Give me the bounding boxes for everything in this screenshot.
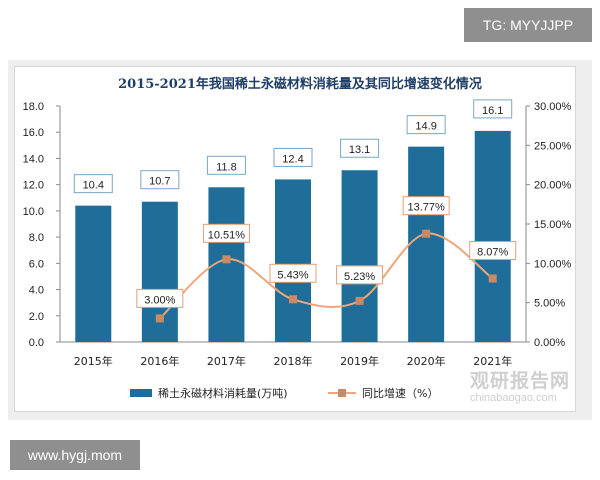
bar xyxy=(75,205,112,342)
line-point xyxy=(422,229,431,238)
y-right-tick-label: 15.00% xyxy=(534,219,572,231)
y-left-tick-label: 16.0 xyxy=(23,127,44,139)
y-left-tick-label: 4.0 xyxy=(29,285,44,297)
watermark-bottom: www.hygj.mom xyxy=(10,440,140,470)
legend-line-label: 同比增速（%） xyxy=(362,386,438,400)
bar-label-box xyxy=(340,138,380,158)
bar-data-label: 16.1 xyxy=(482,105,503,117)
y-left-tick-label: 14.0 xyxy=(23,153,44,165)
bar-label-box xyxy=(206,155,246,175)
line-data-label: 10.51% xyxy=(208,229,246,241)
legend-bar-label: 稀土永磁材料消耗量(万吨) xyxy=(158,386,288,400)
bar xyxy=(341,170,378,342)
line-label-box xyxy=(402,196,450,216)
x-tick-label: 2021年 xyxy=(473,354,512,368)
line-data-label: 13.77% xyxy=(407,202,445,214)
line-data-label: 3.00% xyxy=(144,294,175,306)
line-label-box xyxy=(336,265,384,285)
y-left-tick-label: 8.0 xyxy=(29,232,44,244)
bar-data-label: 10.4 xyxy=(83,180,104,192)
legend-line-marker xyxy=(338,389,346,397)
bar xyxy=(275,179,311,342)
y-left-tick-label: 18.0 xyxy=(23,101,44,113)
bar-data-label: 10.7 xyxy=(149,176,170,188)
y-right-tick-label: 30.00% xyxy=(534,101,572,113)
y-left-tick-label: 10.0 xyxy=(23,206,44,218)
line-data-label: 5.23% xyxy=(344,271,375,283)
bar-data-label: 13.1 xyxy=(349,144,370,156)
line-data-label: 5.43% xyxy=(277,269,308,281)
x-tick-label: 2015年 xyxy=(74,354,113,368)
line-point xyxy=(155,314,164,323)
line-point xyxy=(222,255,231,264)
growth-line xyxy=(159,232,494,320)
line-point xyxy=(488,274,497,283)
y-left-tick-label: 6.0 xyxy=(29,258,44,270)
y-left-tick-label: 0.0 xyxy=(29,337,44,349)
x-tick-label: 2020年 xyxy=(407,354,446,368)
bar-data-label: 14.9 xyxy=(415,121,436,133)
bar-label-box xyxy=(273,147,313,167)
y-right-tick-label: 5.00% xyxy=(534,298,565,310)
bar xyxy=(408,146,445,342)
logo-watermark: 观研报告网 xyxy=(470,370,571,392)
legend-bar-swatch xyxy=(130,389,152,397)
line-label-box xyxy=(202,223,250,243)
watermark-top: TG: MYYJJPP xyxy=(464,8,592,42)
bar-data-label: 11.8 xyxy=(216,161,237,173)
line-point xyxy=(355,296,364,305)
line-point xyxy=(289,295,297,304)
chart-title: 2015-2021年我国稀土永磁材料消耗量及其同比增速变化情况 xyxy=(118,76,482,92)
x-tick-label: 2016年 xyxy=(140,354,179,368)
bar-label-box xyxy=(140,170,180,190)
y-left-tick-label: 2.0 xyxy=(29,311,44,323)
bar-label-box xyxy=(473,99,513,119)
x-tick-label: 2019年 xyxy=(340,354,379,368)
bar-label-box xyxy=(406,115,446,135)
y-right-tick-label: 0.00% xyxy=(534,337,565,349)
y-right-tick-label: 25.00% xyxy=(534,140,572,152)
x-tick-label: 2018年 xyxy=(274,354,313,368)
x-tick-label: 2017年 xyxy=(207,354,246,368)
line-label-box xyxy=(136,288,184,308)
line-label-box xyxy=(469,241,517,261)
line-label-box xyxy=(269,263,317,283)
y-left-tick-label: 12.0 xyxy=(23,180,44,192)
bar-data-label: 12.4 xyxy=(282,153,303,165)
bar xyxy=(474,130,511,342)
line-data-label: 8.07% xyxy=(477,247,508,259)
y-right-tick-label: 20.00% xyxy=(534,180,572,192)
bar-label-box xyxy=(73,174,113,194)
y-right-tick-label: 10.00% xyxy=(534,258,572,270)
logo-url: chinabaogao.com xyxy=(470,392,557,404)
